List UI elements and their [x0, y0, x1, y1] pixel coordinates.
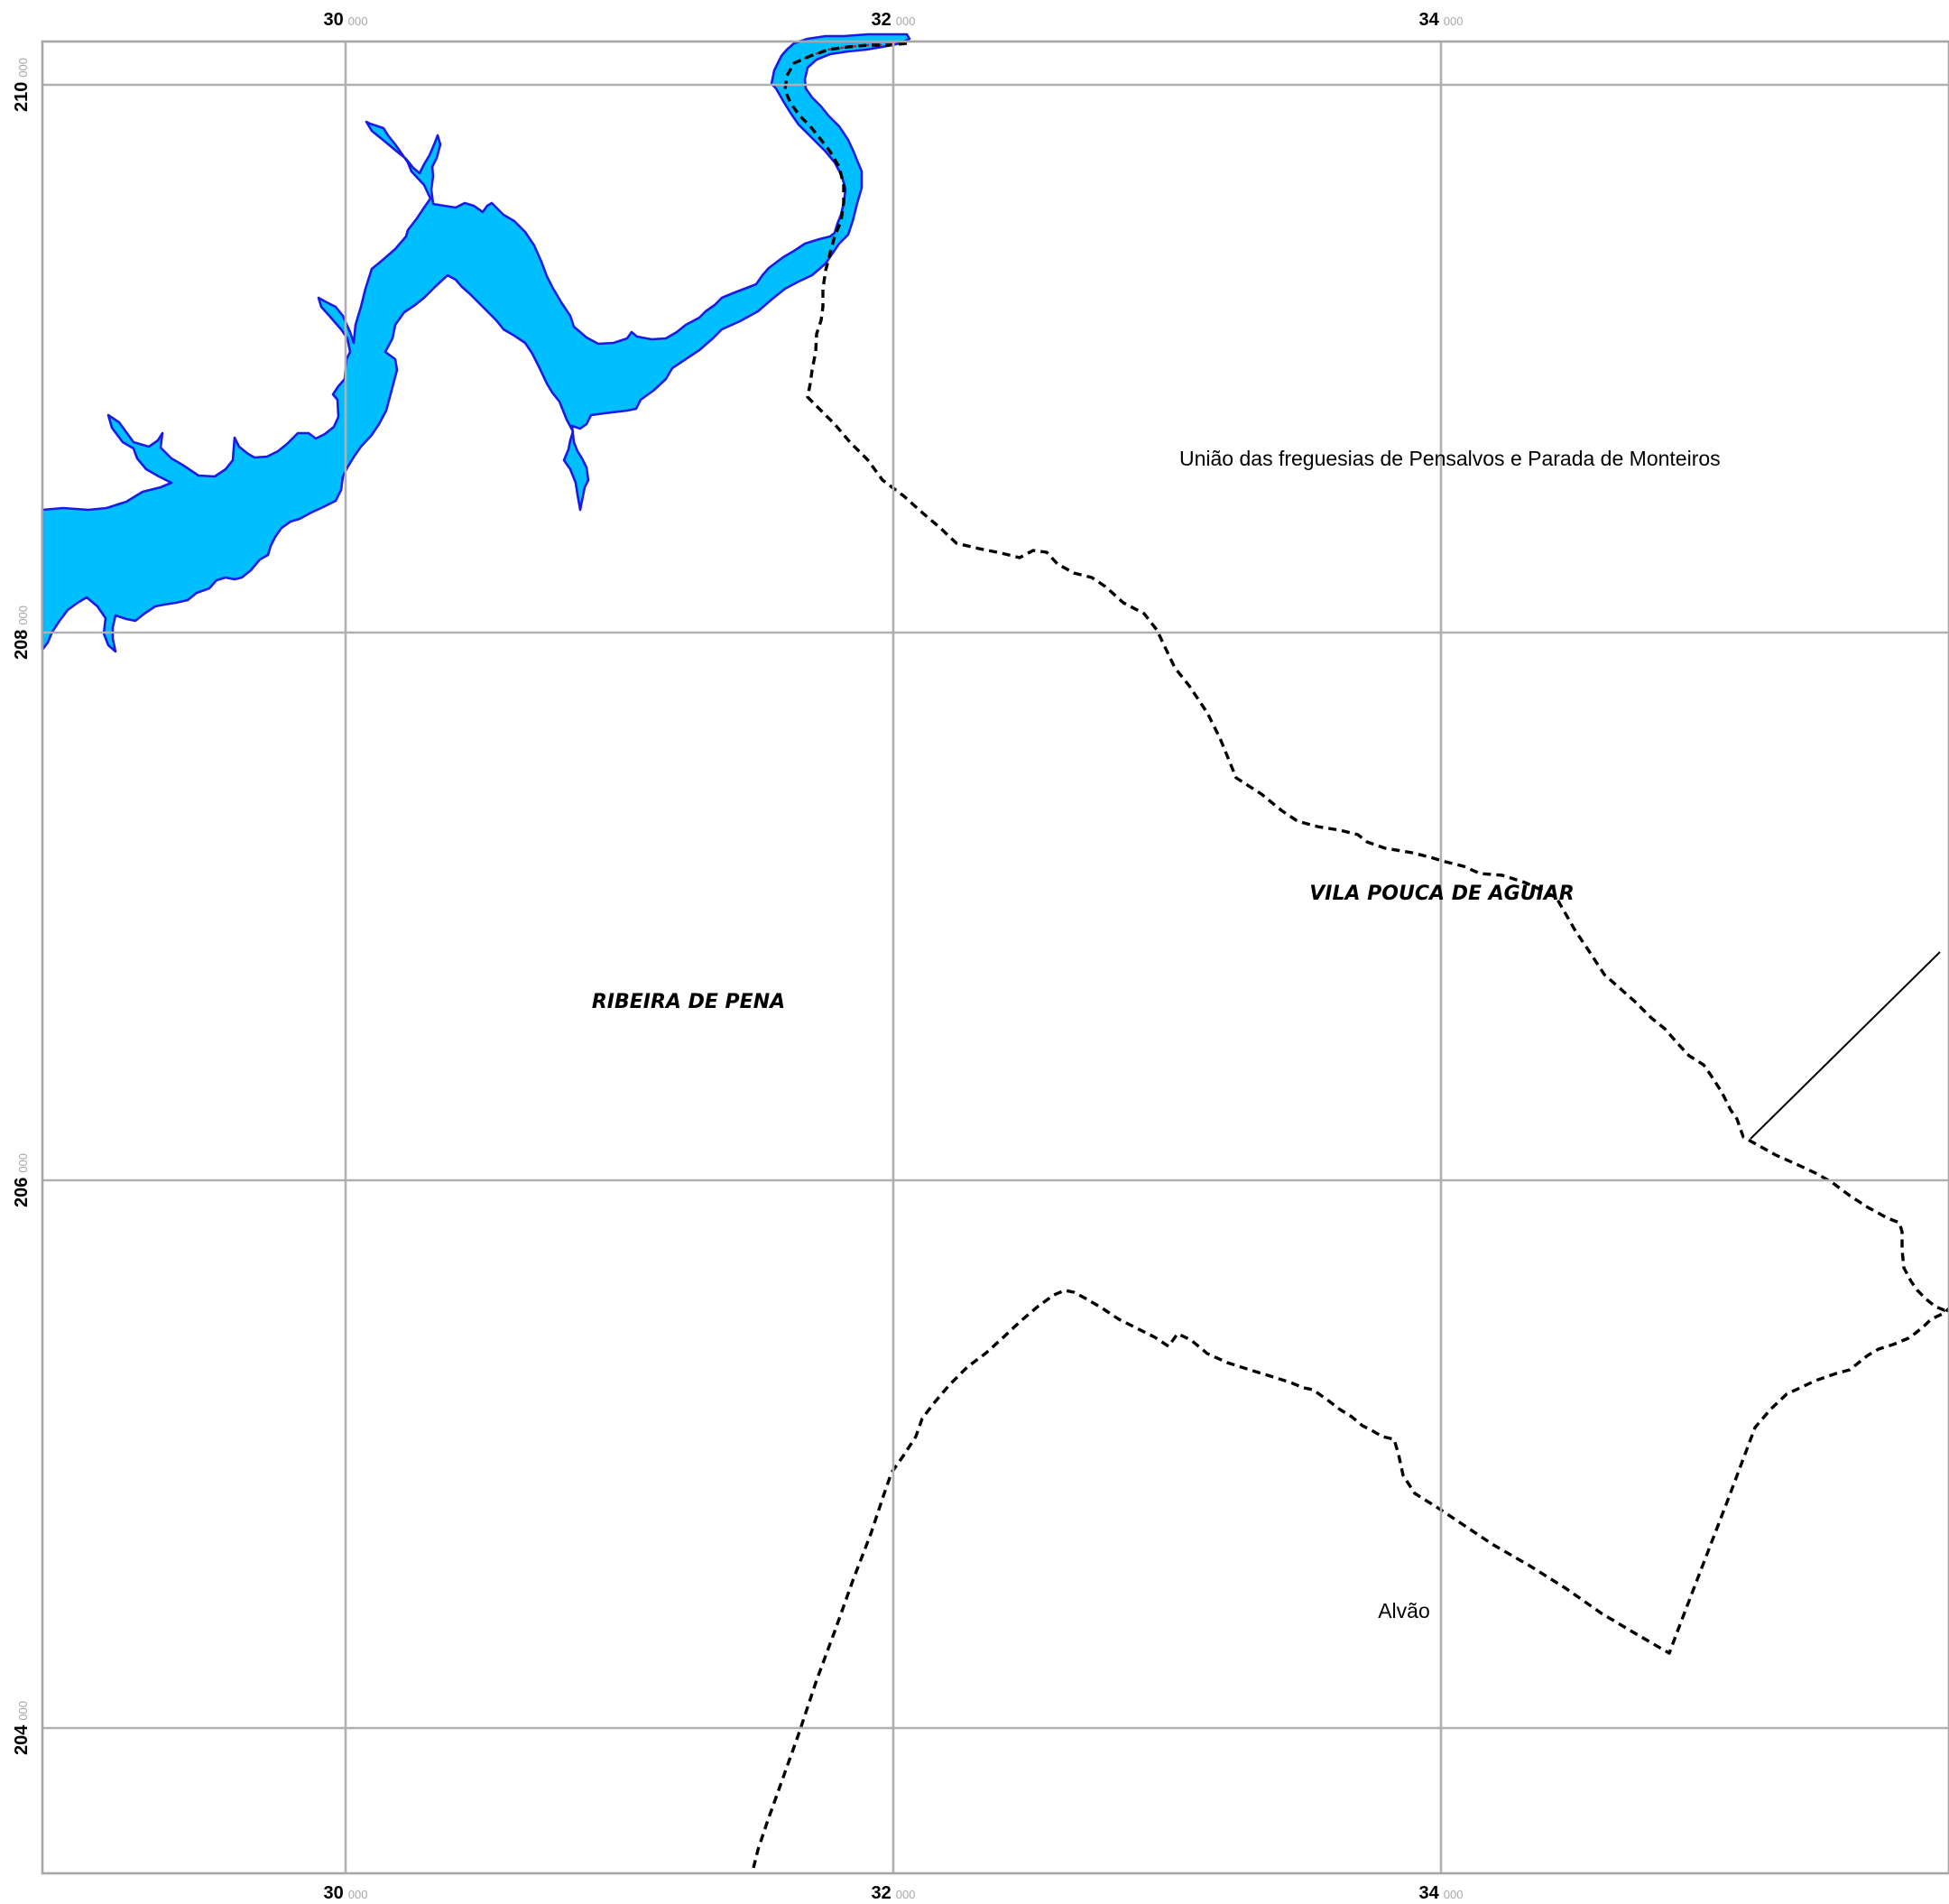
municipal-boundary-north [752, 42, 1949, 1869]
y-tick-left-210: 210000 [12, 58, 32, 112]
coordinate-grid [42, 42, 1949, 1873]
x-tick-top-34: 34 000 [1419, 10, 1464, 30]
municipality-label-vila-pouca-de-aguiar: VILA POUCA DE AGUIAR [1309, 883, 1575, 905]
parish-label-pensalvos-parada: União das freguesias de Pensalvos e Para… [1179, 447, 1721, 470]
map-frame [41, 40, 1949, 1875]
y-tick-left-208: 208000 [12, 605, 32, 660]
reservoir-water-body [41, 32, 911, 653]
y-tick-left-206: 206000 [12, 1153, 32, 1207]
x-tick-bottom-30: 30 000 [324, 1883, 368, 1903]
x-tick-bottom-32: 32 000 [872, 1883, 916, 1903]
parish-label-alvao: Alvão [1378, 1599, 1430, 1622]
parish-boundary-east [1750, 951, 1941, 1140]
y-tick-left-204: 204000 [12, 1701, 32, 1755]
x-tick-bottom-34: 34 000 [1419, 1883, 1464, 1903]
municipality-label-ribeira-de-pena: RIBEIRA DE PENA [592, 991, 785, 1013]
x-tick-top-30: 30 000 [324, 10, 368, 30]
x-tick-top-32: 32 000 [872, 10, 916, 30]
